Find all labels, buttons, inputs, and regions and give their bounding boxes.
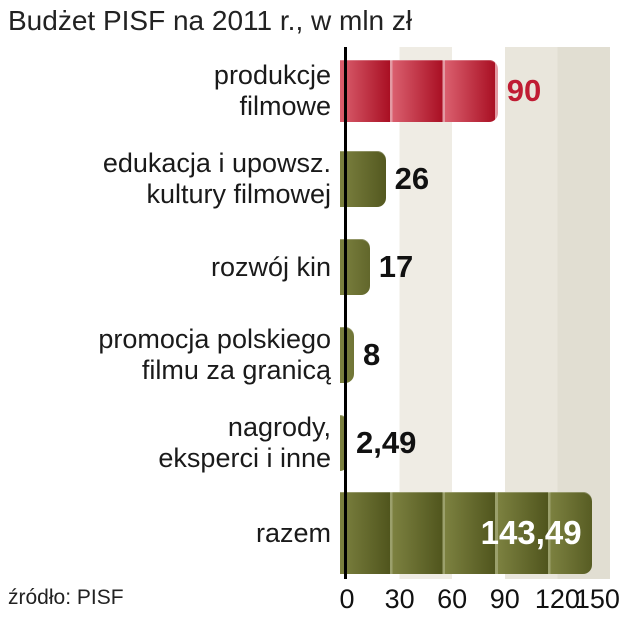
chart-row-promocja: promocja polskiego filmu za granicą 8	[0, 311, 623, 399]
bar-zone: 8	[340, 327, 603, 383]
x-axis-ticks: 0 30 60 90 120 150	[339, 584, 619, 614]
category-label: nagrody, eksperci i inne	[158, 412, 331, 473]
value-label: 17	[378, 249, 414, 284]
axis-tick: 150	[574, 584, 620, 614]
bar-promocja	[340, 327, 355, 383]
axis-tick: 120	[534, 584, 580, 614]
bar-edukacja	[340, 151, 386, 207]
value-label: 2,49	[356, 425, 417, 460]
chart-title: Budżet PISF na 2011 r., w mln zł	[8, 5, 413, 36]
axis-tick: 0	[339, 584, 355, 614]
axis-tick: 90	[489, 584, 520, 614]
bar-razem: 143,49	[340, 492, 592, 574]
bar-zone: 17	[340, 239, 603, 295]
chart-row-produkcje-filmowe: produkcje filmowe 90	[0, 47, 623, 135]
bar-produkcje-filmowe	[340, 60, 498, 122]
bar-zone: 2,49	[340, 415, 603, 471]
plot-background-stripes	[347, 47, 610, 579]
category-label: razem	[255, 517, 331, 548]
category-label: produkcje filmowe	[213, 60, 331, 121]
axis-tick: 60	[437, 584, 468, 614]
category-label: edukacja i upowsz. kultury filmowej	[102, 148, 331, 209]
chart-row-nagrody: nagrody, eksperci i inne 2,49	[0, 399, 623, 487]
value-label: 26	[394, 161, 430, 196]
bar-chart: produkcje filmowe 90 edukacja i upowsz. …	[0, 47, 623, 579]
value-label: 8	[363, 337, 381, 372]
chart-row-rozwoj-kin: rozwój kin 17	[0, 223, 623, 311]
chart-row-edukacja: edukacja i upowsz. kultury filmowej 26	[0, 135, 623, 223]
bar-nagrody	[340, 415, 347, 471]
axis-tick: 30	[384, 584, 415, 614]
category-label: promocja polskiego filmu za granicą	[98, 324, 331, 385]
bar-zone: 90	[340, 60, 603, 122]
bar-zone: 26	[340, 151, 603, 207]
chart-row-razem: razem 143,49	[0, 487, 623, 579]
value-label-inside: 143,49	[480, 514, 582, 551]
bar-zone: 143,49	[340, 492, 603, 574]
y-axis-line	[344, 47, 347, 579]
source-note: źródło: PISF	[8, 586, 124, 609]
value-label: 90	[506, 73, 542, 108]
category-label: rozwój kin	[210, 251, 331, 282]
